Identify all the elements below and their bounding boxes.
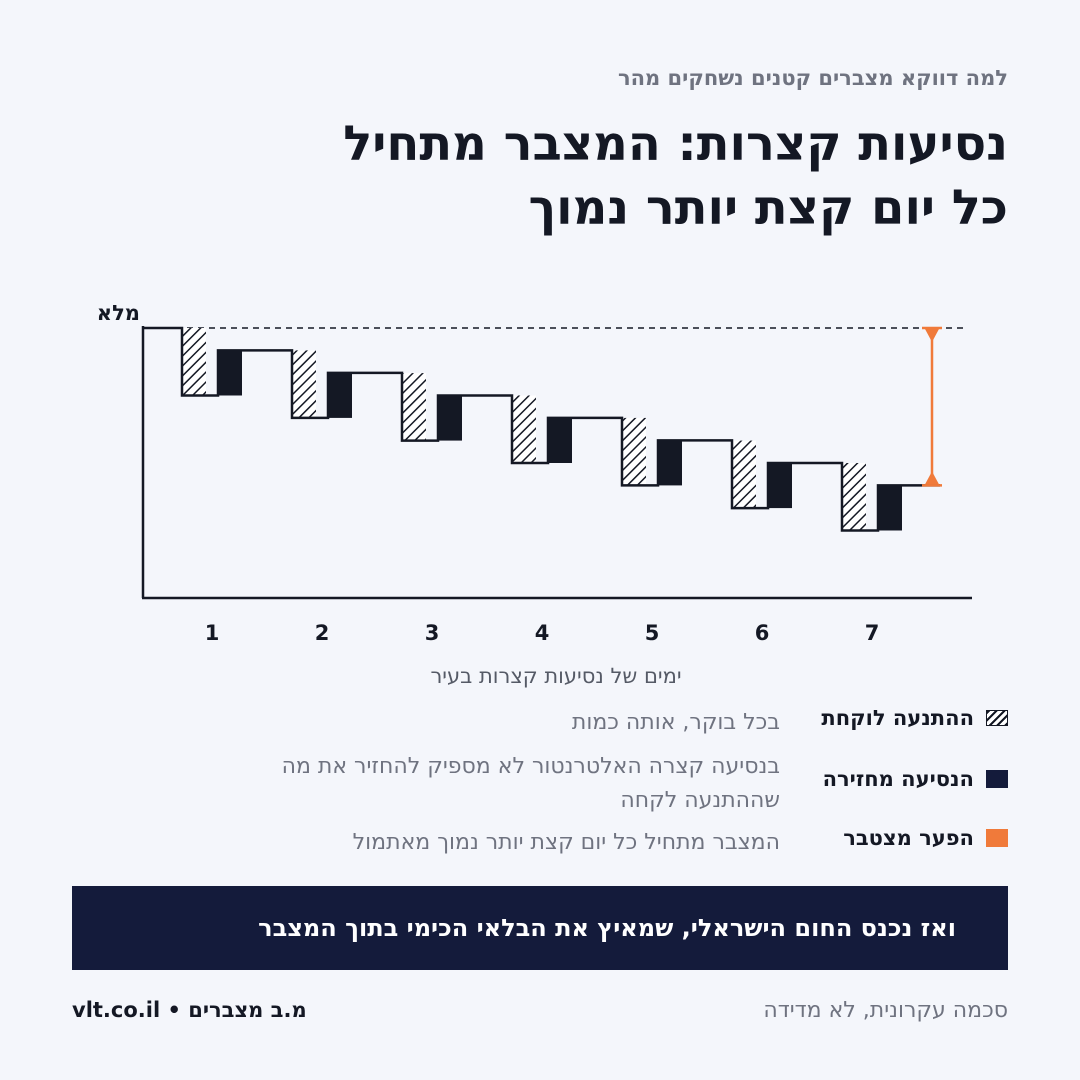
start-drain-bar <box>732 440 756 509</box>
x-tick-label: 5 <box>645 621 660 645</box>
legend-row-return: הנסיעה מחזירה בנסיעה קצרה האלטרנטור לא מ… <box>190 750 1008 818</box>
start-drain-bar <box>842 463 866 531</box>
legend-row-gap: הפער מצטבר המצבר מתחיל כל יום קצת יותר נ… <box>190 826 1008 860</box>
gap-arrow-bottom-icon <box>925 471 939 485</box>
recharge-bar <box>768 463 792 509</box>
footer-note: סכמה עקרונית, לא מדידה <box>763 998 1008 1023</box>
start-drain-bar <box>182 328 206 396</box>
legend-desc-return: בנסיעה קצרה האלטרנטור לא מספיק להחזיר את… <box>281 754 780 813</box>
solid-orange-swatch-icon <box>986 829 1008 847</box>
x-tick-label: 4 <box>535 621 550 645</box>
y-axis-label: מלא <box>97 301 140 325</box>
x-tick-label: 6 <box>755 621 770 645</box>
battery-drain-chart: מלא 1 2 3 4 5 6 7 ימים של נסיעות קצרות בעיר <box>97 301 972 688</box>
start-drain-bar <box>292 350 316 418</box>
title-line-2: כל יום קצת יותר נמוך <box>528 180 1008 236</box>
recharge-bar <box>328 372 352 418</box>
heat-banner: ואז נכנס החום הישראלי, שמאיץ את הבלאי הכ… <box>72 886 1008 970</box>
x-tick-label: 7 <box>865 621 880 645</box>
recharge-bar <box>548 417 572 463</box>
start-drain-bar <box>402 373 426 441</box>
footer-brand: vlt.co.il • מ.ב מצברים <box>72 998 307 1022</box>
start-drain-bar <box>622 417 646 486</box>
legend-desc-start: בכל בוקר, אותה כמות <box>571 710 780 735</box>
hatch-swatch-icon <box>986 710 1008 726</box>
start-drain-bar <box>512 395 536 463</box>
kicker-text: למה דווקא מצברים קטנים נשחקים מהר <box>617 66 1008 90</box>
legend-key-start: ההתנעה לוקחת <box>821 706 974 730</box>
legend-key-return: הנסיעה מחזירה <box>822 767 974 791</box>
legend-desc-gap: המצבר מתחיל כל יום קצת יותר נמוך מאתמול <box>352 830 780 855</box>
x-tick-label: 2 <box>315 621 330 645</box>
title-line-1: נסיעות קצרות: המצבר מתחיל <box>343 116 1008 172</box>
x-axis-label: ימים של נסיעות קצרות בעיר <box>430 664 681 688</box>
solid-navy-swatch-icon <box>986 770 1008 788</box>
recharge-bar <box>878 485 902 531</box>
recharge-bar <box>218 350 242 396</box>
x-tick-label: 3 <box>425 621 440 645</box>
charge-level-step-line <box>143 326 940 532</box>
x-tick-label: 1 <box>205 621 220 645</box>
page-title: נסיעות קצרות: המצבר מתחיל כל יום קצת יות… <box>68 112 1008 240</box>
legend-key-gap: הפער מצטבר <box>843 826 974 850</box>
recharge-bar <box>658 440 682 486</box>
gap-arrow-top-icon <box>925 329 939 342</box>
banner-text: ואז נכנס החום הישראלי, שמאיץ את הבלאי הכ… <box>258 914 956 942</box>
legend-row-start: ההתנעה לוקחת בכל בוקר, אותה כמות <box>190 706 1008 740</box>
recharge-bar <box>438 395 462 441</box>
